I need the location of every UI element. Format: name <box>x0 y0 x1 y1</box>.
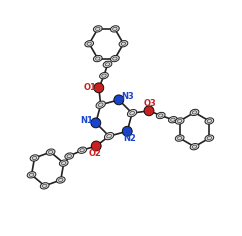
Ellipse shape <box>56 177 65 183</box>
Ellipse shape <box>46 149 55 155</box>
Ellipse shape <box>111 26 119 32</box>
Text: O3: O3 <box>144 99 157 108</box>
Ellipse shape <box>103 61 112 67</box>
Ellipse shape <box>205 118 214 124</box>
Ellipse shape <box>122 126 132 136</box>
Text: N1: N1 <box>80 116 93 125</box>
Ellipse shape <box>144 106 154 116</box>
Ellipse shape <box>190 143 199 150</box>
Ellipse shape <box>85 41 94 47</box>
Ellipse shape <box>128 110 137 117</box>
Ellipse shape <box>65 153 74 159</box>
Text: N2: N2 <box>124 134 136 143</box>
Ellipse shape <box>168 117 177 123</box>
Text: O2: O2 <box>89 148 101 157</box>
Ellipse shape <box>175 135 184 141</box>
Text: O1: O1 <box>84 83 97 92</box>
Ellipse shape <box>30 155 39 161</box>
Ellipse shape <box>119 41 128 47</box>
Ellipse shape <box>111 55 119 62</box>
Ellipse shape <box>96 101 105 108</box>
Ellipse shape <box>190 109 199 116</box>
Ellipse shape <box>78 147 86 153</box>
Ellipse shape <box>59 160 68 166</box>
Ellipse shape <box>91 141 101 151</box>
Ellipse shape <box>100 72 108 79</box>
Ellipse shape <box>175 118 184 124</box>
Text: N3: N3 <box>121 92 134 101</box>
Ellipse shape <box>93 26 102 32</box>
Ellipse shape <box>27 172 36 178</box>
Ellipse shape <box>156 112 165 119</box>
Ellipse shape <box>94 83 104 93</box>
Ellipse shape <box>105 132 114 140</box>
Ellipse shape <box>114 95 124 105</box>
Ellipse shape <box>91 118 101 128</box>
Ellipse shape <box>40 183 49 189</box>
Ellipse shape <box>205 135 214 141</box>
Ellipse shape <box>93 55 102 62</box>
